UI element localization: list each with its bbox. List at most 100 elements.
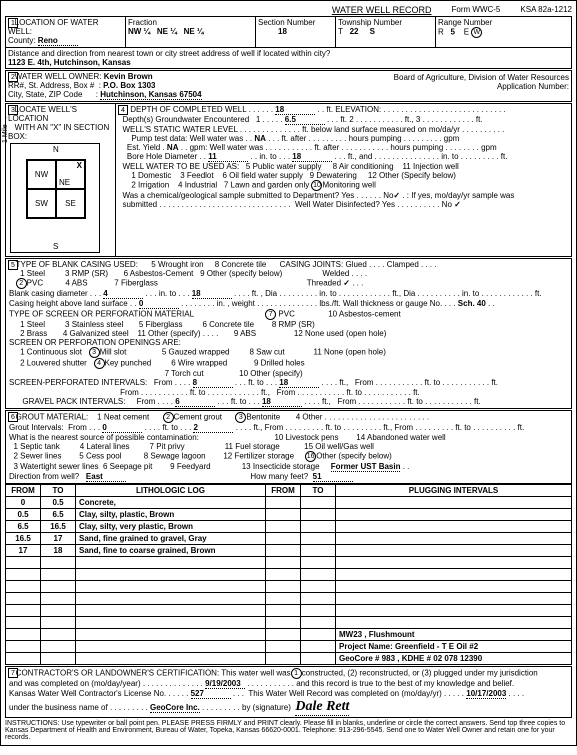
cert-t2: constructed, (2) reconstructed, or (3) p… [302, 669, 538, 678]
s-6: 11 Other (specify) . . . . [138, 329, 219, 338]
ct-6: 6 Seepage pit [103, 462, 152, 471]
section-3-4: 3 LOCATE WELL'S LOCATION WITH AN "X" IN … [5, 103, 572, 257]
th-plug: PLUGGING INTERVALS [336, 485, 572, 497]
o-9: 9 Drilled holes [254, 359, 305, 368]
frac-a: NW ¼ [128, 27, 150, 36]
c-4: 4 ABS [65, 279, 87, 288]
chem-q: Was a chemical/geological sample submitt… [122, 191, 354, 200]
dis-no: No [442, 200, 452, 209]
table-cell [6, 629, 41, 641]
table-row: 1718Sand, fine to coarse grained, Brown [6, 545, 572, 557]
owner-box: P.O. Box 1303 [103, 81, 155, 90]
table-cell [266, 509, 301, 521]
g-2: Cement grout [174, 413, 222, 422]
table-cell: 16.5 [41, 521, 76, 533]
use-12: 12 Other (Specify below) [368, 171, 456, 180]
c-pvc: PVC [27, 279, 43, 288]
elev-label: ft. ELEVATION: [326, 105, 381, 114]
use-5: 5 Public water supply [246, 162, 322, 171]
dia-b: 18 [192, 289, 232, 299]
o4-circle: 4 [94, 358, 105, 369]
c-7: 7 Fiberglass [114, 279, 158, 288]
table-cell [76, 557, 266, 569]
table-cell [41, 629, 76, 641]
c-1: 1 Steel [20, 269, 45, 278]
rec-date: 10/17/2003 [466, 689, 506, 699]
diag-se: SE [56, 189, 85, 218]
bus-lbl: under the business name of [9, 703, 108, 712]
yield-na: NA [167, 143, 179, 152]
sch-lbl: lbs./ft. Wall thickness or gauge No. [319, 299, 442, 308]
ct-16: Other (specify below) [316, 452, 392, 461]
th-log: LITHOLOGIC LOG [76, 485, 266, 497]
table-cell: 17 [41, 533, 76, 545]
table-cell [76, 569, 266, 581]
section-4-body: 4 DEPTH OF COMPLETED WELL . . . . . . 18… [116, 104, 571, 256]
s-8: 6 Concrete tile [202, 320, 254, 329]
table-cell: Clay, silty, plastic, Brown [76, 509, 266, 521]
table-cell [76, 581, 266, 593]
diag-sw: SW [27, 189, 56, 218]
table-cell: 6.5 [41, 509, 76, 521]
sig-lbl: by (signature) [242, 703, 291, 712]
spi-to: 18 [279, 378, 319, 388]
table-cell [266, 497, 301, 509]
table-row: 16.517Sand, fine grained to gravel, Gray [6, 533, 572, 545]
mon-circle: 10 [311, 180, 322, 191]
table-cell [266, 521, 301, 533]
welded: Welded . . . . [322, 269, 367, 278]
table-cell [301, 581, 336, 593]
table-cell [301, 569, 336, 581]
table-row [6, 569, 572, 581]
table-row [6, 581, 572, 593]
owner-name: Kevin Brown [104, 72, 153, 81]
s-1: 1 Steel [20, 320, 45, 329]
project-cell: GeoCore # 983 , KDHE # 02 078 12390 [336, 653, 572, 665]
c16-circle: 16 [305, 451, 316, 462]
sec4-num: 4 [118, 105, 128, 115]
th-from: FROM [6, 485, 41, 497]
table-cell [301, 533, 336, 545]
ct-7: 7 Pit privy [150, 442, 185, 451]
gpi-label: GRAVEL PACK INTERVALS: [22, 397, 125, 406]
use-11: 11 Injection well [402, 162, 458, 171]
section-1-location: 1 LOCATION OF WATER WELL:County: Reno Fr… [5, 16, 572, 69]
ct-15: 15 Oil well/Gas well [304, 442, 374, 451]
open-title: SCREEN OR PERFORATION OPENINGS ARE: [9, 338, 181, 347]
table-cell: 18 [41, 545, 76, 557]
g-1: 1 Neat cement [97, 413, 149, 422]
use-as: WELL WATER TO BE USED AS: [122, 162, 239, 171]
cert-t3: and this record is true to the best of m… [296, 679, 514, 688]
dir-lbl: Direction from well? [9, 472, 79, 481]
table-cell [266, 605, 301, 617]
table-cell [6, 641, 41, 653]
spi-from: 8 [193, 378, 233, 388]
table-row: Project Name: Greenfield - T E Oil #2 [6, 641, 572, 653]
c-9: 9 Other (specify below) [200, 269, 282, 278]
table-cell [301, 509, 336, 521]
ct-9: 9 Feedyard [170, 462, 210, 471]
pvc-circle: 2 [16, 278, 27, 289]
o-6: 6 Wire wrapped [171, 359, 227, 368]
table-cell [336, 569, 572, 581]
project-cell: MW23 , Flushmount [336, 629, 572, 641]
table-row: 6.516.5Clay, silty, very plastic, Brown [6, 521, 572, 533]
township-dir: S [370, 27, 375, 36]
ct-3: 3 Watertight sewer lines [13, 462, 98, 471]
table-cell [301, 605, 336, 617]
sec1-num: 1 [8, 18, 18, 28]
app-num: Application Number: [497, 82, 569, 91]
s-4: 4 Galvanized steel [63, 329, 129, 338]
table-row: 0.56.5Clay, silty, plastic, Brown [6, 509, 572, 521]
form-title: WATER WELL RECORD [332, 5, 432, 15]
range-dir: W [471, 27, 482, 38]
section-no: 18 [278, 27, 287, 36]
th-from2: FROM [266, 485, 301, 497]
o-2: 2 Louvered shutter [20, 359, 87, 368]
ct-12: 12 Fertilizer storage [223, 452, 294, 461]
o-10: 10 Other (specify) [239, 369, 303, 378]
project-cell: Project Name: Greenfield - T E Oil #2 [336, 641, 572, 653]
table-cell [41, 557, 76, 569]
s-3: 3 Stainless steel [65, 320, 123, 329]
ct-8: 8 Sewage lagoon [144, 452, 206, 461]
